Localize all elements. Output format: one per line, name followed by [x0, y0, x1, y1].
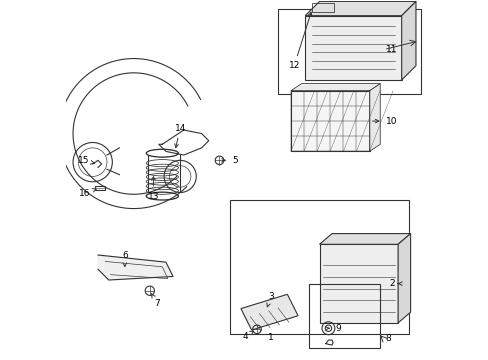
Bar — [308, 284, 380, 348]
Text: 2: 2 — [388, 279, 402, 288]
Polygon shape — [98, 255, 173, 280]
Bar — [312, 3, 333, 12]
Text: 7: 7 — [151, 293, 160, 308]
Text: 12: 12 — [288, 12, 311, 70]
Polygon shape — [290, 84, 380, 91]
Bar — [319, 244, 397, 323]
Text: 10: 10 — [371, 117, 396, 126]
Text: 8: 8 — [385, 334, 390, 343]
Polygon shape — [401, 1, 415, 80]
Bar — [290, 91, 369, 152]
Bar — [278, 9, 421, 94]
Bar — [230, 200, 408, 334]
Text: 6: 6 — [122, 251, 127, 266]
Text: 15: 15 — [78, 156, 95, 165]
Text: 13: 13 — [147, 177, 159, 201]
Text: 1: 1 — [268, 333, 274, 342]
Text: 4: 4 — [242, 331, 253, 341]
Text: 11: 11 — [385, 45, 396, 54]
Bar — [305, 16, 401, 80]
Polygon shape — [305, 1, 415, 16]
Text: 3: 3 — [266, 292, 274, 307]
Polygon shape — [397, 234, 410, 323]
Bar — [95, 186, 105, 190]
Polygon shape — [241, 294, 298, 330]
Polygon shape — [319, 234, 410, 244]
Text: 9: 9 — [325, 324, 341, 333]
Polygon shape — [369, 84, 380, 152]
Text: 16: 16 — [79, 189, 96, 198]
Text: 14: 14 — [174, 124, 185, 148]
Text: 5: 5 — [221, 156, 237, 165]
